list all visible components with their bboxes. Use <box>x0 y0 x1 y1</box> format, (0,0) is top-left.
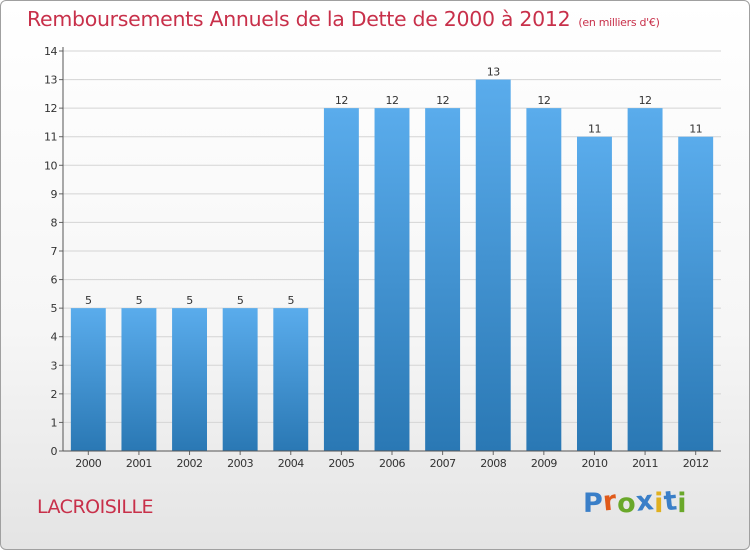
x-tick-label: 2010 <box>581 457 607 470</box>
bar-value-label: 5 <box>136 294 143 307</box>
bar-value-label: 5 <box>85 294 92 307</box>
bar <box>678 136 714 451</box>
x-tick-label: 2006 <box>379 457 405 470</box>
bar <box>172 308 208 451</box>
bar <box>273 308 309 451</box>
x-tick-label: 2001 <box>126 457 152 470</box>
y-tick-label: 8 <box>51 216 58 229</box>
y-tick-label: 3 <box>51 359 58 372</box>
brand-letter: x <box>634 485 656 518</box>
x-tick-label: 2007 <box>430 457 456 470</box>
brand-letter: i <box>677 488 688 519</box>
y-tick-label: 2 <box>51 388 58 401</box>
proxiti-logo[interactable]: Proxiti <box>583 485 688 519</box>
y-tick-label: 6 <box>51 274 58 287</box>
brand-letter: i <box>654 488 664 519</box>
bar-value-label: 12 <box>436 94 449 107</box>
bar <box>222 308 258 451</box>
bar-value-label: 12 <box>639 94 652 107</box>
x-tick-label: 2011 <box>632 457 658 470</box>
bars: 5 5 5 5 5 12 12 12 13 12 11 12 11 <box>70 66 714 452</box>
bar <box>475 79 511 452</box>
bar <box>70 308 106 451</box>
x-tick-label: 2002 <box>177 457 203 470</box>
bar-value-label: 5 <box>186 294 193 307</box>
bar <box>121 308 157 451</box>
y-tick-label: 9 <box>51 188 58 201</box>
bar-value-label: 5 <box>237 294 244 307</box>
bar-value-label: 11 <box>689 123 702 136</box>
bar <box>323 108 359 452</box>
chart-title-text: Remboursements Annuels de la Dette de 20… <box>27 7 571 31</box>
y-tick-label: 1 <box>51 416 58 429</box>
bar-value-label: 11 <box>588 123 601 136</box>
x-tick-label: 2012 <box>683 457 709 470</box>
y-tick-label: 10 <box>44 159 57 172</box>
bar <box>425 108 461 452</box>
x-tick-label: 2009 <box>531 457 557 470</box>
bar-value-label: 5 <box>288 294 295 307</box>
x-tick-label: 2004 <box>278 457 304 470</box>
bar <box>576 136 612 451</box>
x-tick-label: 2003 <box>227 457 253 470</box>
x-tick-label: 2005 <box>328 457 354 470</box>
y-tick-label: 7 <box>51 245 58 258</box>
y-tick-label: 12 <box>44 102 57 115</box>
brand-letter: o <box>617 488 637 519</box>
bar-value-label: 12 <box>537 94 550 107</box>
chart-unit: (en milliers d'€) <box>578 16 660 29</box>
bar <box>526 108 562 452</box>
x-tick-label: 2000 <box>75 457 101 470</box>
brand-letter: P <box>583 488 604 519</box>
bar-value-label: 12 <box>335 94 348 107</box>
bar <box>627 108 663 452</box>
chart-title: Remboursements Annuels de la Dette de 20… <box>27 7 660 31</box>
y-tick-label: 11 <box>44 131 57 144</box>
y-tick-label: 14 <box>44 45 57 58</box>
y-tick-label: 4 <box>51 331 58 344</box>
commune-name: LACROISILLE <box>37 496 154 518</box>
x-tick-label: 2008 <box>480 457 506 470</box>
bar <box>374 108 410 452</box>
y-tick-label: 5 <box>51 302 58 315</box>
bar-value-label: 12 <box>386 94 399 107</box>
bar-value-label: 13 <box>487 66 500 79</box>
y-tick-label: 13 <box>44 74 57 87</box>
y-tick-label: 0 <box>51 445 58 458</box>
